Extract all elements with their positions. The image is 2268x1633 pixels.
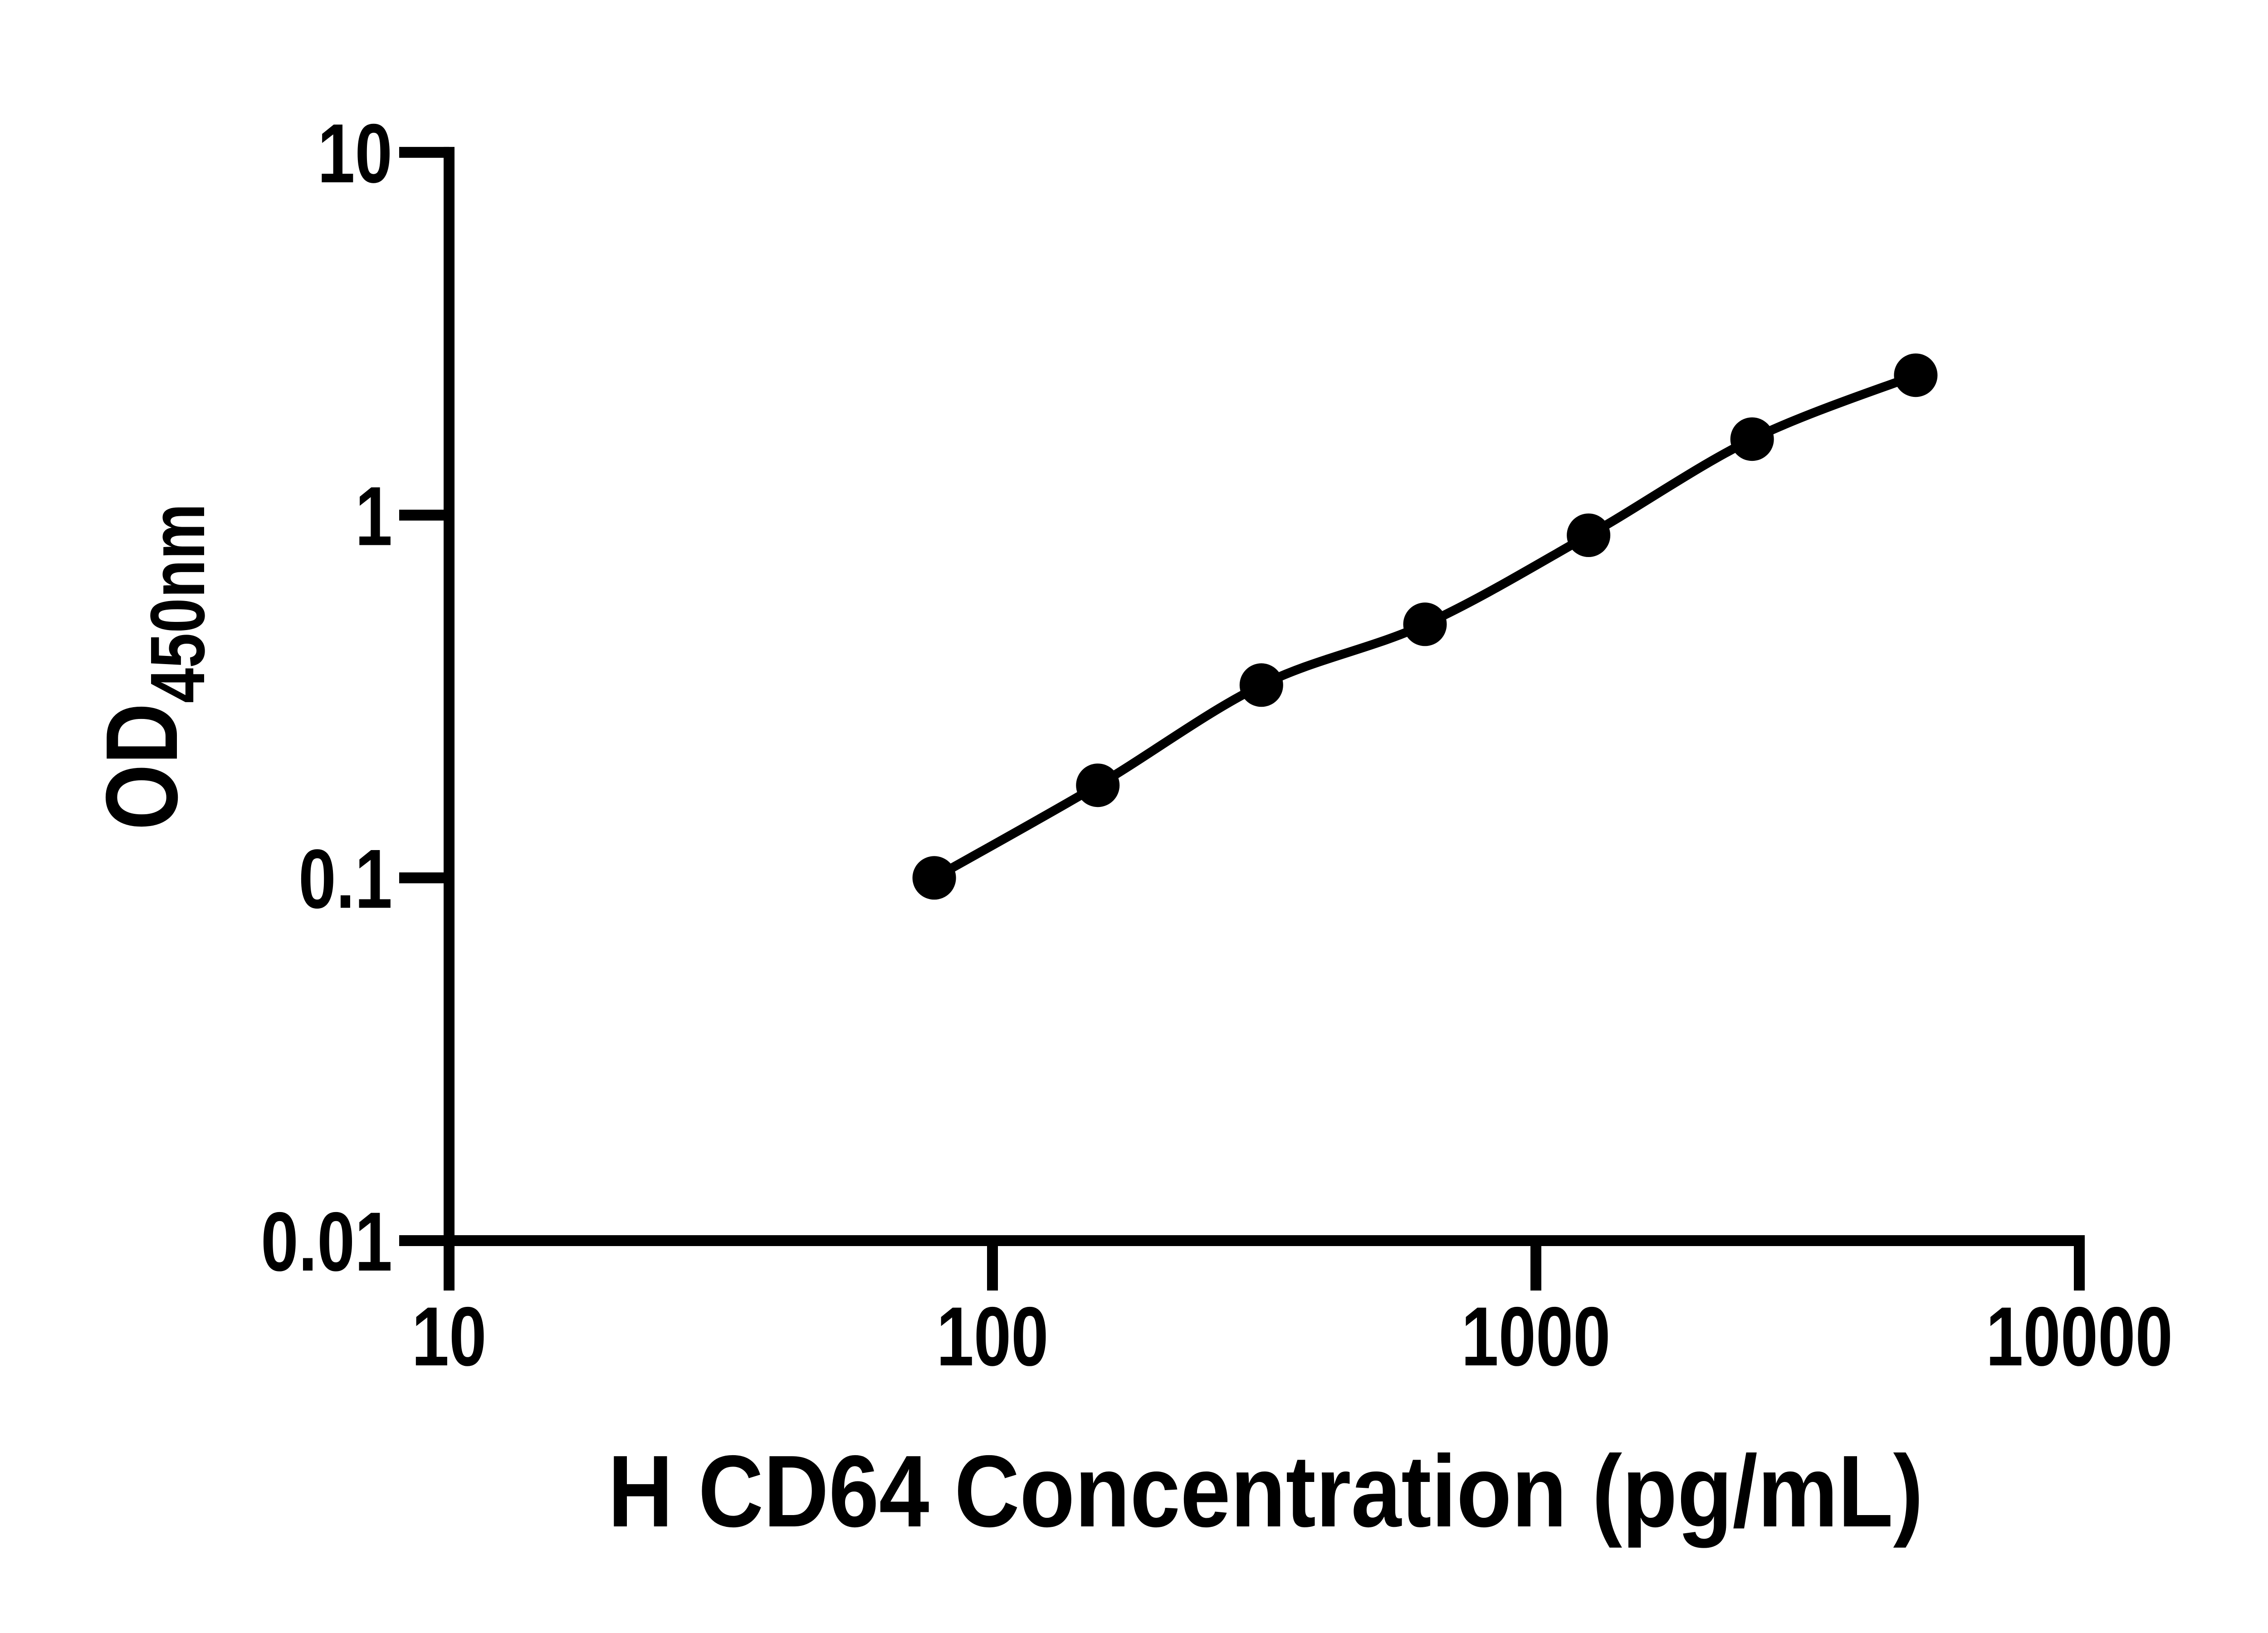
data-point-marker <box>1076 763 1120 807</box>
y-axis-title-base: OD <box>84 703 199 830</box>
y-tick-label: 0.1 <box>298 832 392 926</box>
x-tick-label: 100 <box>937 1290 1049 1384</box>
y-tick-label: 1 <box>355 470 392 563</box>
data-point-marker <box>1730 417 1774 461</box>
data-point-marker <box>1567 513 1611 557</box>
x-tick-label: 1000 <box>1461 1290 1611 1384</box>
data-point-marker <box>912 856 956 900</box>
y-axis-title: OD450nm <box>84 504 221 830</box>
y-axis-title-subscript: 450nm <box>135 504 221 703</box>
data-point-marker <box>1894 353 1938 397</box>
y-tick-label: 10 <box>318 107 392 200</box>
x-tick-label: 10000 <box>1986 1290 2173 1384</box>
data-point-marker <box>1239 663 1283 707</box>
x-tick-label: 10 <box>412 1290 487 1384</box>
plot-area: 0.01 0.1 1 10 10 100 1000 10000 <box>261 107 2173 1384</box>
x-axis-title: H CD64 Concentration (pg/mL) <box>608 1434 1923 1548</box>
data-point-marker <box>1403 602 1447 646</box>
y-tick-label: 0.01 <box>261 1195 392 1289</box>
